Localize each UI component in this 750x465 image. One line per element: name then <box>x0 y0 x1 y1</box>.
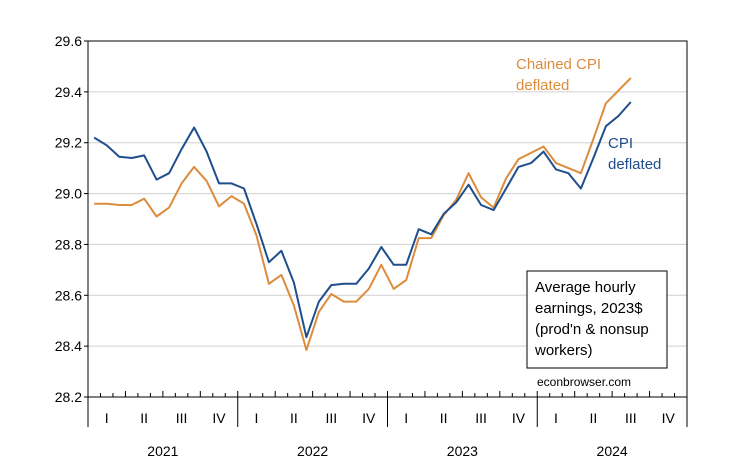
annotation-frame <box>526 270 668 369</box>
quarter-label: II <box>290 410 298 426</box>
y-tick-label: 29.4 <box>55 84 82 100</box>
y-tick-label: 29.6 <box>55 33 82 49</box>
chained-cpi-deflated-label: Chained CPI <box>516 56 601 73</box>
quarter-label: IV <box>212 410 226 426</box>
quarter-label: III <box>475 410 487 426</box>
series-labels: CPI deflated Chained CPI deflated <box>516 56 661 173</box>
chained-cpi-deflated-label: deflated <box>516 77 569 94</box>
series <box>93 77 632 351</box>
y-tick-label: 29.2 <box>55 135 82 151</box>
annotation-text: workers) <box>534 342 593 359</box>
quarter-label: III <box>326 410 338 426</box>
axes: 28.228.428.628.829.029.229.429.6I II III IV… <box>55 33 688 459</box>
quarter-label: I <box>404 410 408 426</box>
quarter-label: III <box>625 410 637 426</box>
quarter-label: I <box>105 410 109 426</box>
quarter-label: I <box>255 410 259 426</box>
cpi-deflated-label: CPI <box>608 135 633 152</box>
quarter-label: IV <box>362 410 376 426</box>
y-tick-label: 28.4 <box>55 338 82 354</box>
annotation-text: Average hourly <box>535 279 636 296</box>
year-label: 2021 <box>147 443 178 459</box>
quarter-label: I <box>554 410 558 426</box>
year-label: 2023 <box>447 443 478 459</box>
quarter-label: IV <box>512 410 526 426</box>
annotation-text: (prod'n & nonsup <box>535 321 649 338</box>
chained-cpi-deflated-line <box>94 77 632 351</box>
annotation-box: Average hourly earnings, 2023$ (prod'n & n… <box>526 270 668 389</box>
y-tick-label: 28.8 <box>55 236 82 252</box>
year-label: 2022 <box>297 443 328 459</box>
quarter-label: III <box>176 410 188 426</box>
annotation-text: earnings, 2023$ <box>535 300 643 317</box>
y-tick-label: 28.6 <box>55 287 82 303</box>
source-label: econbrowser.com <box>537 375 631 389</box>
quarter-label: II <box>590 410 598 426</box>
year-label: 2024 <box>597 443 628 459</box>
y-tick-label: 28.2 <box>55 389 82 405</box>
y-tick-label: 29.0 <box>55 186 82 202</box>
quarter-label: II <box>140 410 148 426</box>
quarter-label: IV <box>662 410 676 426</box>
cpi-deflated-line <box>93 101 632 339</box>
quarter-label: II <box>440 410 448 426</box>
cpi-deflated-label: deflated <box>608 156 661 173</box>
